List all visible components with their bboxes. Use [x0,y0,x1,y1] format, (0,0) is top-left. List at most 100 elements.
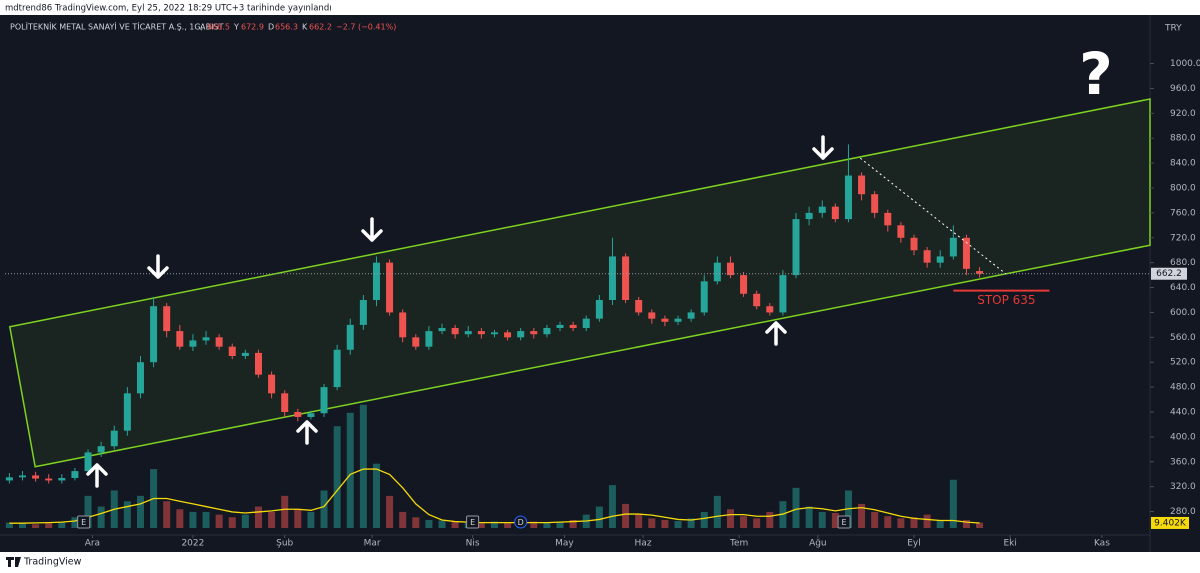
candle-body [753,293,761,307]
x-tick-label: Şub [276,539,293,549]
volume-bar [648,518,656,528]
candle-body [700,281,708,313]
candle-body [281,393,289,412]
candle-body [674,318,682,322]
volume-bar [766,511,774,528]
y-tick-label: 440.0 [1170,407,1196,417]
candle-body [713,262,721,282]
volume-ma [9,468,980,524]
volume-bar [228,517,236,528]
candle-body [818,206,826,213]
volume-bar [202,511,210,528]
x-tick-label: May [555,539,574,549]
question-mark: ? [1079,40,1113,108]
candle-body [962,237,970,269]
y-tick-label: 880.0 [1170,134,1196,144]
volume-bar [569,519,577,528]
volume-bar [674,521,682,528]
candle-body [831,206,839,220]
candle-body [477,331,485,335]
volume-bar [792,487,800,528]
candle-body [84,452,92,472]
candle-body [569,324,577,328]
volume-bar [884,516,892,528]
ma-label: 9.402K [1154,518,1187,528]
volume-bar [84,495,92,528]
volume-bar [831,513,839,528]
candle-body [648,312,656,319]
x-tick-label: Ağu [809,539,827,549]
volume-bar [687,518,695,528]
candle-body [451,327,459,335]
x-tick-label: Nis [466,539,480,549]
down-arrow [361,217,383,242]
volume-bar [372,463,380,528]
up-arrow [765,321,787,346]
candle-body [464,331,472,335]
volume-bar [268,511,276,528]
volume-bar [923,514,931,528]
last-price-label: 662.2 [1156,269,1182,279]
candle-body [726,262,734,276]
candle-body [871,194,879,213]
volume-bar [176,509,184,528]
legend-item: 656.3 [275,23,298,32]
brand: TradingView [23,557,82,568]
volume-bar [346,412,354,528]
volume-bar [254,506,262,528]
candle-body [254,352,262,375]
trendline [859,157,1007,275]
candle-body [976,271,984,274]
candle-body [517,331,525,338]
volume-bar [136,495,144,528]
volume-bar [740,516,748,528]
event-label: E [81,518,86,527]
y-tick-label: 720.0 [1170,233,1196,243]
candle-body [936,256,944,263]
x-tick-label: Haz [635,539,652,549]
logo [6,557,21,567]
volume-bar [504,522,512,528]
volume-bar [962,519,970,528]
candle-body [123,393,131,431]
volume-bar [215,514,223,528]
volume-bar [189,511,197,528]
candle-body [923,250,931,263]
volume-bar [425,519,433,528]
y-tick-label: 840.0 [1170,159,1196,169]
volume-bar [700,511,708,528]
x-tick-label: Tem [729,539,748,549]
candle-body [333,349,341,388]
down-arrow [812,135,834,160]
volume-bar [713,495,721,528]
event-marker [837,515,851,529]
volume-bar [399,511,407,528]
candle-body [163,306,171,332]
y-tick-label: 480.0 [1170,383,1196,393]
legend-item: 672.9 [241,23,264,32]
candle-body [32,475,40,479]
x-tick-label: Eyl [907,539,921,549]
volume-bar [163,501,171,528]
candle-body [71,471,79,478]
y-tick-label: 760.0 [1170,208,1196,218]
up-arrow [86,463,108,488]
candle-body [740,275,748,294]
volume-bar [412,517,420,528]
candle-body [202,337,210,341]
y-tick-label: 360.0 [1170,457,1196,467]
volume-bar [818,511,826,528]
header-bar [0,0,1200,15]
candle-body [307,413,315,417]
y-tick-label: 960.0 [1170,84,1196,94]
last-price-badge [1151,267,1187,280]
candle-body [386,262,394,313]
candle-body [910,237,918,251]
volume-bar [910,517,918,528]
candle-body [556,324,564,328]
volume-bar [32,524,40,528]
volume-bar [622,503,630,528]
event-marker [514,515,528,529]
volume-bar [386,495,394,528]
volume-bar [18,523,26,528]
